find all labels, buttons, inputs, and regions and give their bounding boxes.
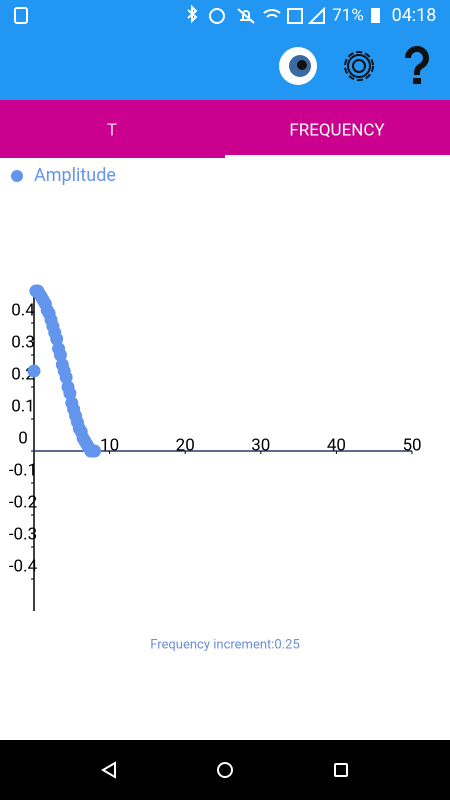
x-tick-label: 40 xyxy=(327,435,346,455)
y-tick-label: 0.3 xyxy=(11,332,35,352)
data-point xyxy=(27,364,41,378)
chart: Amplitude-0.4-0.3-0.2-0.100.10.20.30.410… xyxy=(9,165,422,611)
recents-button[interactable] xyxy=(334,763,348,777)
home-button[interactable] xyxy=(217,762,233,778)
battery-icon xyxy=(371,8,380,23)
legend-marker xyxy=(11,170,23,182)
y-tick-label: -0.1 xyxy=(9,460,37,480)
tab-bar xyxy=(0,100,450,158)
tab[interactable]: T xyxy=(107,120,117,140)
data-point xyxy=(87,444,101,458)
x-tick-label: 50 xyxy=(402,435,421,455)
settings-button[interactable] xyxy=(344,51,374,81)
x-tick-label: 20 xyxy=(176,435,195,455)
y-tick-label: -0.2 xyxy=(9,492,37,512)
nav-bar xyxy=(0,740,450,800)
tab-indicator xyxy=(225,155,450,159)
footer-text: Frequency increment:0.25 xyxy=(150,637,300,652)
app-bar xyxy=(0,0,450,100)
x-tick-label: 30 xyxy=(251,435,270,455)
clock: 04:18 xyxy=(392,5,437,26)
y-tick-label: 0.4 xyxy=(11,300,35,320)
help-button[interactable] xyxy=(404,45,429,84)
back-button[interactable] xyxy=(101,761,116,779)
tab[interactable]: FREQUENCY xyxy=(289,120,385,140)
y-tick-label: -0.4 xyxy=(9,556,38,576)
y-tick-label: -0.3 xyxy=(9,524,37,544)
legend-label: Amplitude xyxy=(34,165,116,186)
eye-button[interactable] xyxy=(279,47,317,85)
y-tick-label: 0.1 xyxy=(11,396,35,416)
notification-icon xyxy=(14,7,28,24)
status-icons xyxy=(187,4,325,24)
battery-text: 71% xyxy=(332,5,364,25)
y-tick-label: 0 xyxy=(18,428,28,448)
x-tick-label: 10 xyxy=(100,435,119,455)
